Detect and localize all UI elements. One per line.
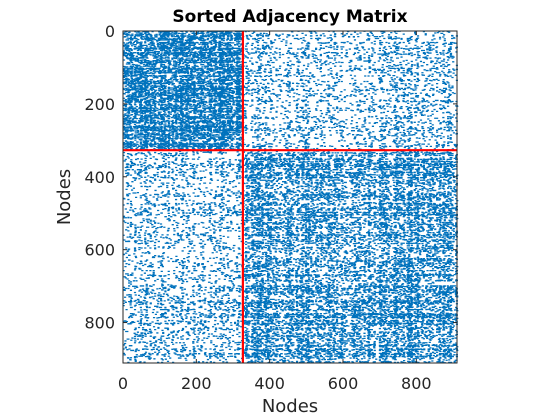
axes-frame <box>122 30 458 364</box>
partition-lines <box>123 31 457 363</box>
y-tick-label: 800 <box>84 314 115 333</box>
y-tick-label: 600 <box>84 241 115 260</box>
x-axis-ticks: 0 200 400 600 800 <box>118 31 432 393</box>
x-tick-label: 200 <box>181 374 212 393</box>
y-axis-label: Nodes <box>54 169 75 225</box>
y-tick-label: 200 <box>84 95 115 114</box>
x-tick-label: 0 <box>118 374 128 393</box>
y-tick-label: 400 <box>84 168 115 187</box>
chart-title: Sorted Adjacency Matrix <box>172 7 407 27</box>
y-tick-label: 0 <box>105 22 115 41</box>
x-tick-label: 600 <box>328 374 359 393</box>
plot-area <box>122 30 459 364</box>
y-axis-ticks: 0 200 400 600 800 <box>84 22 457 333</box>
x-tick-label: 800 <box>401 374 432 393</box>
x-tick-label: 400 <box>254 374 285 393</box>
x-axis-label: Nodes <box>262 396 318 417</box>
